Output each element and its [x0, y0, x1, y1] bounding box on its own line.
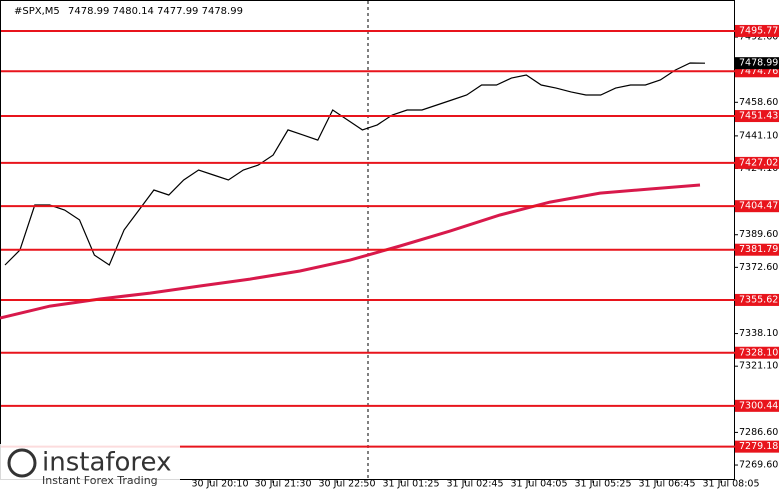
level-tag [735, 243, 779, 256]
price-tag [735, 57, 779, 70]
level-tag [735, 110, 779, 123]
ohlc: 7478.99 7480.14 7477.99 7478.99 [68, 6, 243, 17]
level-label: 7279.18 [739, 441, 778, 452]
level-label: 7474.76 [739, 66, 778, 77]
x-tick-label: 30 Jul 20:10 [192, 479, 249, 489]
logo-name: instaforex [42, 448, 171, 478]
y-tick-label: 7286.60 [739, 427, 778, 438]
x-tick-label: 30 Jul 22:50 [319, 479, 376, 489]
level-label: 7451.43 [739, 111, 778, 122]
level-label: 7495.77 [739, 25, 778, 36]
y-tick-label: 7441.10 [739, 130, 778, 141]
y-tick-label: 7458.60 [739, 97, 778, 108]
level-tag [735, 346, 779, 359]
price-line [4, 62, 706, 266]
level-label: 7300.44 [739, 400, 778, 411]
level-label: 7328.10 [739, 347, 778, 358]
x-tick-label: 31 Jul 04:05 [511, 479, 568, 489]
y-tick-label: 7338.10 [739, 328, 778, 339]
y-tick-label: 7389.60 [739, 229, 778, 240]
y-tick-label: 7492.60 [739, 32, 778, 43]
logo: instaforex Instant Forex Trading [0, 444, 180, 489]
level-tag [735, 293, 779, 306]
y-tick-label: 7269.60 [739, 460, 778, 471]
level-tag [735, 440, 779, 453]
x-tick-label: 30 Jul 21:30 [255, 479, 312, 489]
level-tag [735, 200, 779, 213]
x-tick-label: 31 Jul 08:05 [703, 479, 760, 489]
moving-average [0, 183, 701, 320]
level-label: 7355.62 [739, 294, 778, 305]
x-tick-label: 31 Jul 05:25 [575, 479, 632, 489]
level-label: 7427.02 [739, 157, 778, 168]
symbol: #SPX,M5 [14, 6, 60, 17]
x-tick-label: 31 Jul 01:25 [383, 479, 440, 489]
level-tag [735, 399, 779, 412]
logo-tagline: Instant Forex Trading [42, 474, 158, 487]
level-label: 7381.79 [739, 244, 778, 255]
price-label: 7478.99 [739, 58, 778, 69]
x-tick-label: 31 Jul 06:45 [639, 479, 696, 489]
level-tag [735, 24, 779, 37]
level-label: 7404.47 [739, 201, 778, 212]
plot-frame [0, 0, 735, 480]
level-tag [735, 156, 779, 169]
y-tick-label: 7321.10 [739, 361, 778, 372]
y-tick-label: 7372.60 [739, 262, 778, 273]
logo-icon [7, 448, 37, 478]
x-tick-label: 31 Jul 02:45 [447, 479, 504, 489]
